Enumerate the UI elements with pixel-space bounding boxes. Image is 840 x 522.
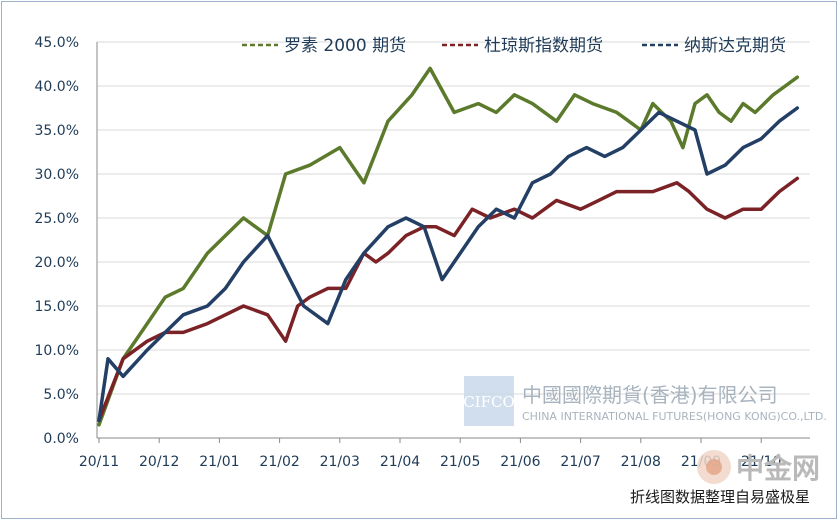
y-tick-label: 40.0% xyxy=(35,79,79,95)
watermark-company-en: CHINA INTERNATIONAL FUTURES(HONG KONG)CO… xyxy=(522,410,827,423)
x-tick-label: 21/06 xyxy=(500,454,540,470)
brand-name: 中金网 xyxy=(736,452,820,485)
x-tick-label: 21/05 xyxy=(440,454,480,470)
legend-label: 杜琼斯指数期货 xyxy=(484,36,603,56)
legend: 罗素 2000 期货 杜琼斯指数期货 纳斯达克期货 xyxy=(242,36,786,56)
x-tick-label: 20/11 xyxy=(79,454,119,470)
y-tick-labels: 0.0% 5.0% 10.0% 15.0% 20.0% 25.0% 30.0% 35.0% 40… xyxy=(35,35,79,447)
series-line-1 xyxy=(97,66,800,427)
y-tick-label: 10.0% xyxy=(35,343,79,359)
watermark: CIFCO 中國國際期貨(香港)有限公司 CHINA INTERNATIONAL… xyxy=(463,376,827,426)
x-tick-label: 21/03 xyxy=(320,454,360,470)
y-tick-label: 25.0% xyxy=(35,211,79,227)
x-tick-label: 20/12 xyxy=(139,454,179,470)
cifco-logo-text: CIFCO xyxy=(463,393,515,411)
x-tick-label: 21/01 xyxy=(199,454,239,470)
series-line-3 xyxy=(97,106,800,423)
y-tick-label: 45.0% xyxy=(35,35,79,51)
cifco-logo-box xyxy=(464,376,514,426)
x-tick-label: 21/08 xyxy=(621,454,661,470)
x-tick-labels: 20/11 20/12 21/01 21/02 21/03 21/04 21/05 21/06… xyxy=(79,454,782,470)
source-caption: 折线图数据整理自易盛极星 xyxy=(630,488,810,506)
legend-label: 纳斯达克期货 xyxy=(684,36,786,56)
series-line-2 xyxy=(97,176,800,423)
brand-logo-icon-inner xyxy=(706,459,722,475)
y-tick-label: 35.0% xyxy=(35,123,79,139)
y-tick-label: 30.0% xyxy=(35,167,79,183)
brand-logo: 中金网 xyxy=(697,450,820,485)
y-tick-label: 5.0% xyxy=(43,387,79,403)
y-tick-label: 0.0% xyxy=(43,431,79,447)
y-tick-label: 15.0% xyxy=(35,299,79,315)
y-tick-label: 20.0% xyxy=(35,255,79,271)
series-lines xyxy=(97,66,800,427)
axes xyxy=(96,42,810,443)
legend-label: 罗素 2000 期货 xyxy=(284,36,406,56)
x-tick-label: 21/10 xyxy=(741,454,781,470)
watermark-company-cn: 中國國際期貨(香港)有限公司 xyxy=(522,383,778,407)
x-tick-label: 21/02 xyxy=(259,454,299,470)
y-gridlines xyxy=(97,41,810,395)
x-tick-label: 21/04 xyxy=(380,454,420,470)
x-tick-label: 21/07 xyxy=(560,454,600,470)
